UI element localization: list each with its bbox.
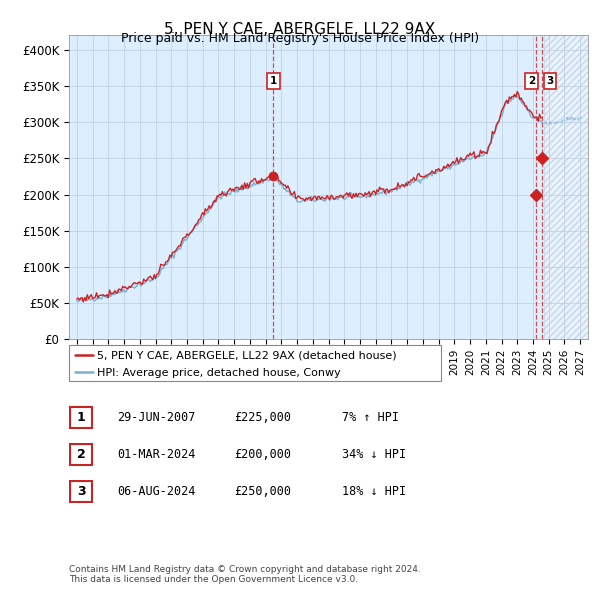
Text: £200,000: £200,000	[234, 448, 291, 461]
Text: 5, PEN Y CAE, ABERGELE, LL22 9AX (detached house): 5, PEN Y CAE, ABERGELE, LL22 9AX (detach…	[97, 351, 397, 360]
Text: 29-JUN-2007: 29-JUN-2007	[117, 411, 196, 424]
Text: Price paid vs. HM Land Registry's House Price Index (HPI): Price paid vs. HM Land Registry's House …	[121, 32, 479, 45]
Text: 1: 1	[269, 76, 277, 86]
Text: Contains HM Land Registry data © Crown copyright and database right 2024.: Contains HM Land Registry data © Crown c…	[69, 565, 421, 574]
Text: 3: 3	[547, 76, 554, 86]
Text: 1: 1	[77, 411, 85, 424]
Text: 01-MAR-2024: 01-MAR-2024	[117, 448, 196, 461]
Text: 06-AUG-2024: 06-AUG-2024	[117, 485, 196, 498]
Bar	[544, 35, 588, 339]
Text: 5, PEN Y CAE, ABERGELE, LL22 9AX: 5, PEN Y CAE, ABERGELE, LL22 9AX	[164, 22, 436, 37]
Text: 18% ↓ HPI: 18% ↓ HPI	[342, 485, 406, 498]
Text: 34% ↓ HPI: 34% ↓ HPI	[342, 448, 406, 461]
Text: £225,000: £225,000	[234, 411, 291, 424]
Text: 3: 3	[77, 485, 85, 498]
Text: 2: 2	[528, 76, 535, 86]
Text: HPI: Average price, detached house, Conwy: HPI: Average price, detached house, Conw…	[97, 368, 341, 378]
Text: 7% ↑ HPI: 7% ↑ HPI	[342, 411, 399, 424]
Text: 2: 2	[77, 448, 85, 461]
Text: £250,000: £250,000	[234, 485, 291, 498]
Text: This data is licensed under the Open Government Licence v3.0.: This data is licensed under the Open Gov…	[69, 575, 358, 584]
